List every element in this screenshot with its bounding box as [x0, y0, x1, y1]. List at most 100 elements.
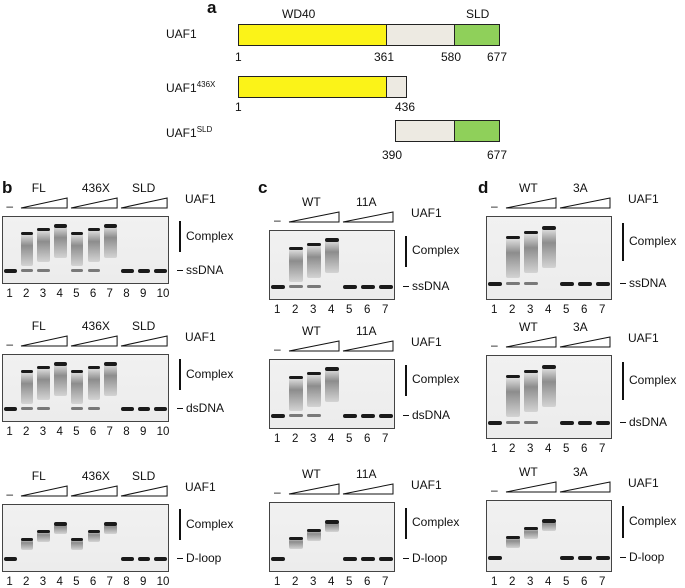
protein-label: UAF1: [628, 331, 659, 345]
residual-free-band: [307, 284, 321, 288]
free-substrate-band: [560, 420, 574, 425]
complex-bracket: [622, 222, 624, 261]
free-substrate-band: [120, 407, 134, 412]
substrate-marker: [177, 408, 183, 410]
no-protein-dash: –: [6, 199, 14, 213]
complex-band: [70, 370, 84, 374]
free-substrate-band: [361, 556, 375, 561]
gel-image-panel_c-2: [269, 502, 395, 572]
lane-number: 3: [527, 443, 534, 455]
lane-number: 3: [310, 576, 317, 588]
lane-number: 7: [382, 433, 389, 445]
complex-smear: [104, 224, 117, 259]
lane-number: 6: [364, 304, 371, 316]
complex-bracket: [179, 509, 181, 541]
residual-free-band: [87, 407, 101, 411]
complex-smear: [20, 538, 34, 550]
group-label-2: SLD: [131, 181, 156, 195]
lane-number: 2: [509, 443, 516, 455]
free-substrate-band: [271, 556, 285, 561]
complex-smear: [54, 362, 67, 397]
concentration-gradient-triangle: [505, 197, 557, 209]
no-protein-dash: –: [491, 483, 498, 497]
lane-number: 6: [89, 288, 97, 300]
lane-number: 10: [156, 288, 170, 300]
complex-bracket: [405, 507, 407, 540]
free-substrate-band: [4, 557, 17, 562]
group-label-0: FL: [31, 181, 46, 195]
complex-band: [87, 366, 101, 370]
complex-label: Complex: [412, 372, 460, 387]
complex-smear: [104, 362, 117, 397]
lane-number: 10: [156, 576, 170, 588]
complex-smear: [70, 232, 84, 267]
tick-1-436x: 1: [235, 100, 242, 114]
no-protein-dash: –: [274, 342, 281, 356]
complex-band: [307, 528, 321, 532]
tick-361: 361: [374, 50, 395, 64]
concentration-gradient-triangle: [559, 481, 611, 493]
group-label-0: WT: [302, 467, 321, 481]
substrate-label: dsDNA: [629, 414, 668, 429]
complex-smear: [87, 366, 101, 401]
complex-smear: [37, 228, 51, 263]
protein-label: UAF1: [185, 480, 216, 494]
group-label-1: 3A: [573, 320, 588, 334]
panel-a-label: a: [207, 0, 217, 17]
lane-number: 1: [274, 433, 281, 445]
free-substrate-band: [137, 407, 151, 412]
sld-domain-full: [454, 24, 500, 46]
residual-free-band: [70, 407, 84, 411]
free-substrate-band: [137, 269, 151, 274]
protein-label: UAF1: [411, 206, 442, 220]
no-protein-dash: –: [491, 338, 498, 352]
free-substrate-band: [379, 556, 393, 561]
lane-number: 5: [563, 443, 570, 455]
lane-number: 3: [39, 426, 47, 438]
concentration-gradient-triangle: [342, 211, 394, 223]
lane-number: 10: [156, 426, 170, 438]
substrate-marker: [403, 285, 409, 287]
group-label-0: WT: [519, 320, 538, 334]
free-substrate-band: [379, 413, 393, 418]
free-substrate-band: [578, 556, 592, 561]
lane-number: 6: [364, 433, 371, 445]
linker-region-full: [386, 24, 455, 46]
substrate-marker: [403, 414, 409, 416]
complex-bracket: [622, 505, 624, 539]
lane-number: 6: [581, 443, 588, 455]
lane-number: 6: [581, 304, 588, 316]
complex-smear: [37, 366, 51, 401]
lane-number: 4: [56, 288, 63, 300]
tick-677-full: 677: [487, 50, 508, 64]
lane-number: 7: [599, 304, 606, 316]
panel-b-label: b: [2, 178, 13, 197]
residual-free-band: [20, 269, 34, 273]
free-substrate-band: [488, 420, 502, 425]
lane-number: 2: [23, 426, 30, 438]
residual-free-band: [20, 407, 34, 411]
lane-number: 1: [491, 304, 498, 316]
protein-label: UAF1: [185, 192, 216, 206]
complex-smear: [70, 370, 84, 405]
group-label-1: 11A: [356, 467, 377, 481]
substrate-marker: [620, 421, 626, 423]
residual-free-band: [289, 284, 303, 288]
complex-band: [87, 529, 101, 533]
lane-number: 7: [599, 443, 606, 455]
substrate-label: dsDNA: [412, 407, 451, 422]
complex-band: [54, 224, 67, 229]
concentration-gradient-triangle: [559, 336, 611, 348]
complex-label: Complex: [412, 243, 460, 258]
complex-band: [54, 521, 67, 526]
complex-smear: [289, 537, 303, 549]
group-label-1: 3A: [573, 181, 588, 195]
concentration-gradient-triangle: [342, 483, 394, 495]
free-substrate-band: [560, 281, 574, 286]
complex-band: [524, 370, 538, 374]
lane-number: 7: [106, 288, 113, 300]
complex-band: [325, 238, 339, 243]
domain-label-sld: SLD: [466, 7, 490, 21]
lane-number: 8: [123, 288, 130, 300]
lane-number: 2: [292, 576, 299, 588]
